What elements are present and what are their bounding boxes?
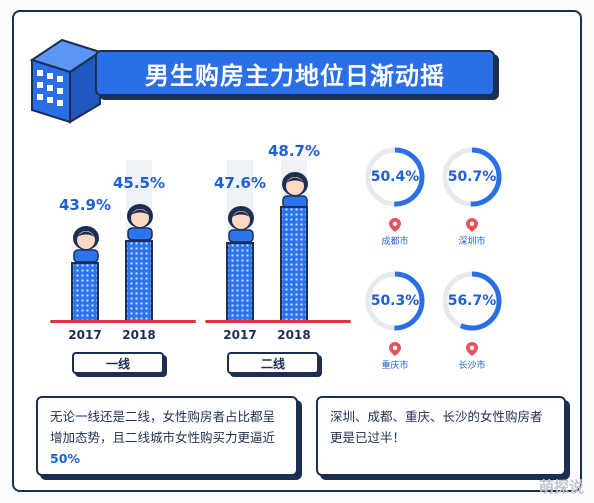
year-label: 2017 bbox=[68, 328, 102, 342]
value-label: 48.7% bbox=[267, 142, 321, 160]
note-left-text: 无论一线还是二线，女性购房者占比都呈增加态势，且二线城市女性购买力更逼近 bbox=[50, 409, 276, 445]
baseline bbox=[205, 320, 351, 323]
girl-avatar-icon bbox=[282, 172, 308, 208]
tier-label-tier2: 二线 bbox=[227, 352, 319, 374]
note-right-text: 深圳、成都、重庆、长沙的女性购房者更是已过半！ bbox=[330, 409, 543, 445]
location-pin-icon bbox=[389, 342, 401, 356]
note-left: 无论一线还是二线，女性购房者占比都呈增加态势，且二线城市女性购买力更逼近 50% bbox=[36, 396, 298, 476]
watermark: 萌探说 bbox=[538, 478, 584, 496]
city-card: 50.4% 成都市 bbox=[360, 146, 430, 247]
city-name: 长沙市 bbox=[458, 361, 486, 371]
girl-avatar-icon bbox=[127, 204, 153, 240]
location-pin-icon bbox=[389, 218, 401, 232]
note-right: 深圳、成都、重庆、长沙的女性购房者更是已过半！ bbox=[316, 396, 566, 476]
girl-avatar-icon bbox=[73, 226, 99, 262]
value-label: 45.5% bbox=[112, 174, 166, 192]
tier-group-2: 47.6% 48.7% 2017 2018 二线 bbox=[205, 130, 351, 380]
city-card: 56.7% 长沙市 bbox=[437, 270, 507, 371]
city-name: 重庆市 bbox=[381, 361, 409, 371]
tier-group-1: 43.9% 45.5% 2017 2018 一线 bbox=[50, 130, 196, 380]
bar-tier2-2017 bbox=[226, 242, 254, 320]
progress-ring: 50.3% bbox=[364, 270, 426, 332]
progress-ring: 50.4% bbox=[364, 146, 426, 208]
location-pin-icon bbox=[466, 218, 478, 232]
city-value: 50.4% bbox=[370, 169, 420, 185]
title-banner: 男生购房主力地位日渐动摇 bbox=[95, 50, 495, 96]
bar-tier1-2018 bbox=[125, 240, 153, 320]
year-label: 2018 bbox=[277, 328, 311, 342]
baseline bbox=[50, 320, 196, 323]
city-value: 50.7% bbox=[447, 169, 497, 185]
city-name: 深圳市 bbox=[458, 237, 486, 247]
progress-ring: 50.7% bbox=[441, 146, 503, 208]
bar-tier1-2017 bbox=[71, 262, 99, 320]
girl-avatar-icon bbox=[228, 206, 254, 242]
city-value: 50.3% bbox=[370, 293, 420, 309]
year-label: 2018 bbox=[122, 328, 156, 342]
tier-label-tier1: 一线 bbox=[72, 352, 164, 374]
note-left-emphasis: 50% bbox=[50, 451, 80, 466]
bar-tier2-2018 bbox=[280, 206, 308, 320]
city-name: 成都市 bbox=[381, 237, 409, 247]
year-label: 2017 bbox=[223, 328, 257, 342]
city-value: 56.7% bbox=[447, 293, 497, 309]
city-card: 50.3% 重庆市 bbox=[360, 270, 430, 371]
building-icon bbox=[29, 38, 103, 124]
city-card: 50.7% 深圳市 bbox=[437, 146, 507, 247]
page-title: 男生购房主力地位日渐动摇 bbox=[145, 61, 445, 90]
progress-ring: 56.7% bbox=[441, 270, 503, 332]
value-label: 43.9% bbox=[58, 196, 112, 214]
location-pin-icon bbox=[466, 342, 478, 356]
value-label: 47.6% bbox=[213, 174, 267, 192]
